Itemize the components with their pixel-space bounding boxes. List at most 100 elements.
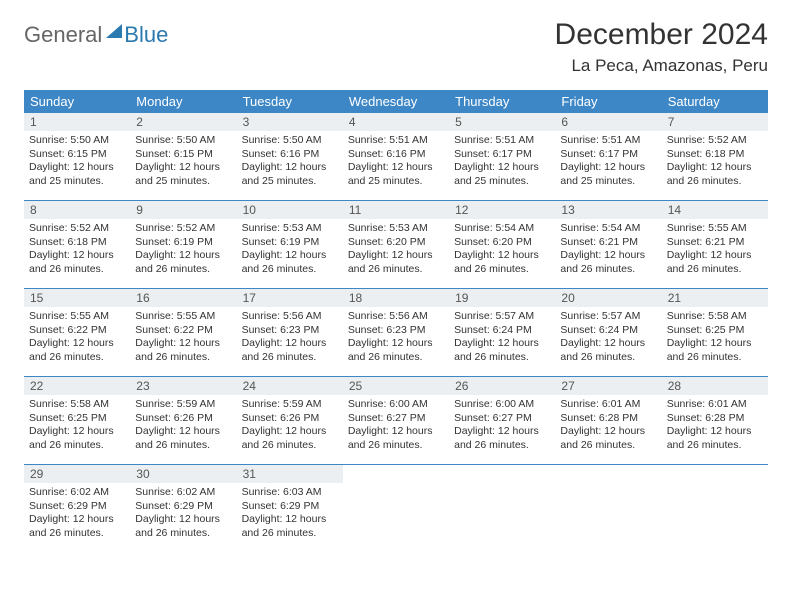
logo-text-blue: Blue bbox=[124, 22, 168, 48]
sunrise-line: Sunrise: 6:02 AM bbox=[135, 486, 231, 500]
weekday-header: Tuesday bbox=[237, 90, 343, 113]
day-body: Sunrise: 5:55 AMSunset: 6:22 PMDaylight:… bbox=[24, 307, 130, 376]
calendar-cell: 13Sunrise: 5:54 AMSunset: 6:21 PMDayligh… bbox=[555, 201, 661, 289]
daylight-line: Daylight: 12 hours and 26 minutes. bbox=[135, 337, 231, 364]
calendar-cell: 25Sunrise: 6:00 AMSunset: 6:27 PMDayligh… bbox=[343, 377, 449, 465]
calendar-cell: 12Sunrise: 5:54 AMSunset: 6:20 PMDayligh… bbox=[449, 201, 555, 289]
day-body: Sunrise: 5:54 AMSunset: 6:20 PMDaylight:… bbox=[449, 219, 555, 288]
sunset-line: Sunset: 6:23 PM bbox=[348, 324, 444, 338]
calendar-cell: 17Sunrise: 5:56 AMSunset: 6:23 PMDayligh… bbox=[237, 289, 343, 377]
weekday-header: Monday bbox=[130, 90, 236, 113]
calendar-cell: . bbox=[449, 465, 555, 553]
calendar-cell: . bbox=[343, 465, 449, 553]
sunrise-line: Sunrise: 5:55 AM bbox=[135, 310, 231, 324]
calendar-cell: 14Sunrise: 5:55 AMSunset: 6:21 PMDayligh… bbox=[662, 201, 768, 289]
day-body: Sunrise: 5:53 AMSunset: 6:19 PMDaylight:… bbox=[237, 219, 343, 288]
sunset-line: Sunset: 6:24 PM bbox=[560, 324, 656, 338]
sunrise-line: Sunrise: 6:01 AM bbox=[560, 398, 656, 412]
sunrise-line: Sunrise: 5:56 AM bbox=[242, 310, 338, 324]
calendar-cell: 16Sunrise: 5:55 AMSunset: 6:22 PMDayligh… bbox=[130, 289, 236, 377]
daylight-line: Daylight: 12 hours and 26 minutes. bbox=[135, 513, 231, 540]
day-number: 27 bbox=[555, 377, 661, 395]
sunset-line: Sunset: 6:22 PM bbox=[29, 324, 125, 338]
calendar-cell: 4Sunrise: 5:51 AMSunset: 6:16 PMDaylight… bbox=[343, 113, 449, 201]
daylight-line: Daylight: 12 hours and 26 minutes. bbox=[348, 249, 444, 276]
daylight-line: Daylight: 12 hours and 26 minutes. bbox=[242, 337, 338, 364]
calendar-row: 15Sunrise: 5:55 AMSunset: 6:22 PMDayligh… bbox=[24, 289, 768, 377]
daylight-line: Daylight: 12 hours and 26 minutes. bbox=[667, 337, 763, 364]
daylight-line: Daylight: 12 hours and 26 minutes. bbox=[454, 337, 550, 364]
weekday-row: Sunday Monday Tuesday Wednesday Thursday… bbox=[24, 90, 768, 113]
daylight-line: Daylight: 12 hours and 25 minutes. bbox=[135, 161, 231, 188]
day-number: 10 bbox=[237, 201, 343, 219]
sunset-line: Sunset: 6:25 PM bbox=[29, 412, 125, 426]
day-body: Sunrise: 5:57 AMSunset: 6:24 PMDaylight:… bbox=[555, 307, 661, 376]
sunset-line: Sunset: 6:18 PM bbox=[667, 148, 763, 162]
daylight-line: Daylight: 12 hours and 25 minutes. bbox=[242, 161, 338, 188]
day-body: Sunrise: 5:51 AMSunset: 6:16 PMDaylight:… bbox=[343, 131, 449, 200]
day-number: 25 bbox=[343, 377, 449, 395]
calendar-cell: 26Sunrise: 6:00 AMSunset: 6:27 PMDayligh… bbox=[449, 377, 555, 465]
sunrise-line: Sunrise: 5:51 AM bbox=[454, 134, 550, 148]
daylight-line: Daylight: 12 hours and 25 minutes. bbox=[454, 161, 550, 188]
sunset-line: Sunset: 6:20 PM bbox=[348, 236, 444, 250]
calendar-cell: 29Sunrise: 6:02 AMSunset: 6:29 PMDayligh… bbox=[24, 465, 130, 553]
day-body: Sunrise: 6:01 AMSunset: 6:28 PMDaylight:… bbox=[662, 395, 768, 464]
day-body: Sunrise: 5:56 AMSunset: 6:23 PMDaylight:… bbox=[343, 307, 449, 376]
day-number: 17 bbox=[237, 289, 343, 307]
day-body: Sunrise: 5:55 AMSunset: 6:22 PMDaylight:… bbox=[130, 307, 236, 376]
sunrise-line: Sunrise: 6:01 AM bbox=[667, 398, 763, 412]
sunrise-line: Sunrise: 5:54 AM bbox=[454, 222, 550, 236]
calendar-cell: 22Sunrise: 5:58 AMSunset: 6:25 PMDayligh… bbox=[24, 377, 130, 465]
calendar-cell: 1Sunrise: 5:50 AMSunset: 6:15 PMDaylight… bbox=[24, 113, 130, 201]
day-number: 29 bbox=[24, 465, 130, 483]
logo: General Blue bbox=[24, 22, 168, 48]
calendar-cell: 28Sunrise: 6:01 AMSunset: 6:28 PMDayligh… bbox=[662, 377, 768, 465]
sunset-line: Sunset: 6:15 PM bbox=[135, 148, 231, 162]
daylight-line: Daylight: 12 hours and 26 minutes. bbox=[560, 337, 656, 364]
sunrise-line: Sunrise: 5:51 AM bbox=[560, 134, 656, 148]
day-body: Sunrise: 5:53 AMSunset: 6:20 PMDaylight:… bbox=[343, 219, 449, 288]
sunrise-line: Sunrise: 5:53 AM bbox=[348, 222, 444, 236]
day-body: Sunrise: 5:59 AMSunset: 6:26 PMDaylight:… bbox=[237, 395, 343, 464]
sunrise-line: Sunrise: 5:52 AM bbox=[29, 222, 125, 236]
daylight-line: Daylight: 12 hours and 26 minutes. bbox=[135, 425, 231, 452]
calendar-cell: 11Sunrise: 5:53 AMSunset: 6:20 PMDayligh… bbox=[343, 201, 449, 289]
daylight-line: Daylight: 12 hours and 26 minutes. bbox=[242, 513, 338, 540]
day-body: Sunrise: 5:57 AMSunset: 6:24 PMDaylight:… bbox=[449, 307, 555, 376]
day-number: 14 bbox=[662, 201, 768, 219]
daylight-line: Daylight: 12 hours and 26 minutes. bbox=[454, 425, 550, 452]
daylight-line: Daylight: 12 hours and 26 minutes. bbox=[29, 513, 125, 540]
day-body: Sunrise: 5:55 AMSunset: 6:21 PMDaylight:… bbox=[662, 219, 768, 288]
daylight-line: Daylight: 12 hours and 26 minutes. bbox=[348, 425, 444, 452]
day-number: 6 bbox=[555, 113, 661, 131]
day-body: Sunrise: 6:00 AMSunset: 6:27 PMDaylight:… bbox=[343, 395, 449, 464]
calendar-cell: 19Sunrise: 5:57 AMSunset: 6:24 PMDayligh… bbox=[449, 289, 555, 377]
day-number: 23 bbox=[130, 377, 236, 395]
day-number: 1 bbox=[24, 113, 130, 131]
weekday-header: Wednesday bbox=[343, 90, 449, 113]
weekday-header: Thursday bbox=[449, 90, 555, 113]
calendar-cell: . bbox=[662, 465, 768, 553]
day-body: Sunrise: 6:01 AMSunset: 6:28 PMDaylight:… bbox=[555, 395, 661, 464]
sunset-line: Sunset: 6:16 PM bbox=[242, 148, 338, 162]
calendar-cell: 5Sunrise: 5:51 AMSunset: 6:17 PMDaylight… bbox=[449, 113, 555, 201]
sunset-line: Sunset: 6:26 PM bbox=[135, 412, 231, 426]
day-number: 4 bbox=[343, 113, 449, 131]
sunset-line: Sunset: 6:28 PM bbox=[560, 412, 656, 426]
day-number: 15 bbox=[24, 289, 130, 307]
sunset-line: Sunset: 6:26 PM bbox=[242, 412, 338, 426]
calendar-row: 1Sunrise: 5:50 AMSunset: 6:15 PMDaylight… bbox=[24, 113, 768, 201]
calendar-row: 8Sunrise: 5:52 AMSunset: 6:18 PMDaylight… bbox=[24, 201, 768, 289]
sunset-line: Sunset: 6:19 PM bbox=[135, 236, 231, 250]
day-number: 18 bbox=[343, 289, 449, 307]
day-number: 9 bbox=[130, 201, 236, 219]
calendar-cell: 20Sunrise: 5:57 AMSunset: 6:24 PMDayligh… bbox=[555, 289, 661, 377]
calendar-cell: 24Sunrise: 5:59 AMSunset: 6:26 PMDayligh… bbox=[237, 377, 343, 465]
sunrise-line: Sunrise: 6:02 AM bbox=[29, 486, 125, 500]
title-block: December 2024 La Peca, Amazonas, Peru bbox=[555, 18, 768, 76]
day-body: Sunrise: 5:50 AMSunset: 6:16 PMDaylight:… bbox=[237, 131, 343, 200]
daylight-line: Daylight: 12 hours and 26 minutes. bbox=[560, 425, 656, 452]
daylight-line: Daylight: 12 hours and 26 minutes. bbox=[29, 249, 125, 276]
sunrise-line: Sunrise: 5:52 AM bbox=[667, 134, 763, 148]
